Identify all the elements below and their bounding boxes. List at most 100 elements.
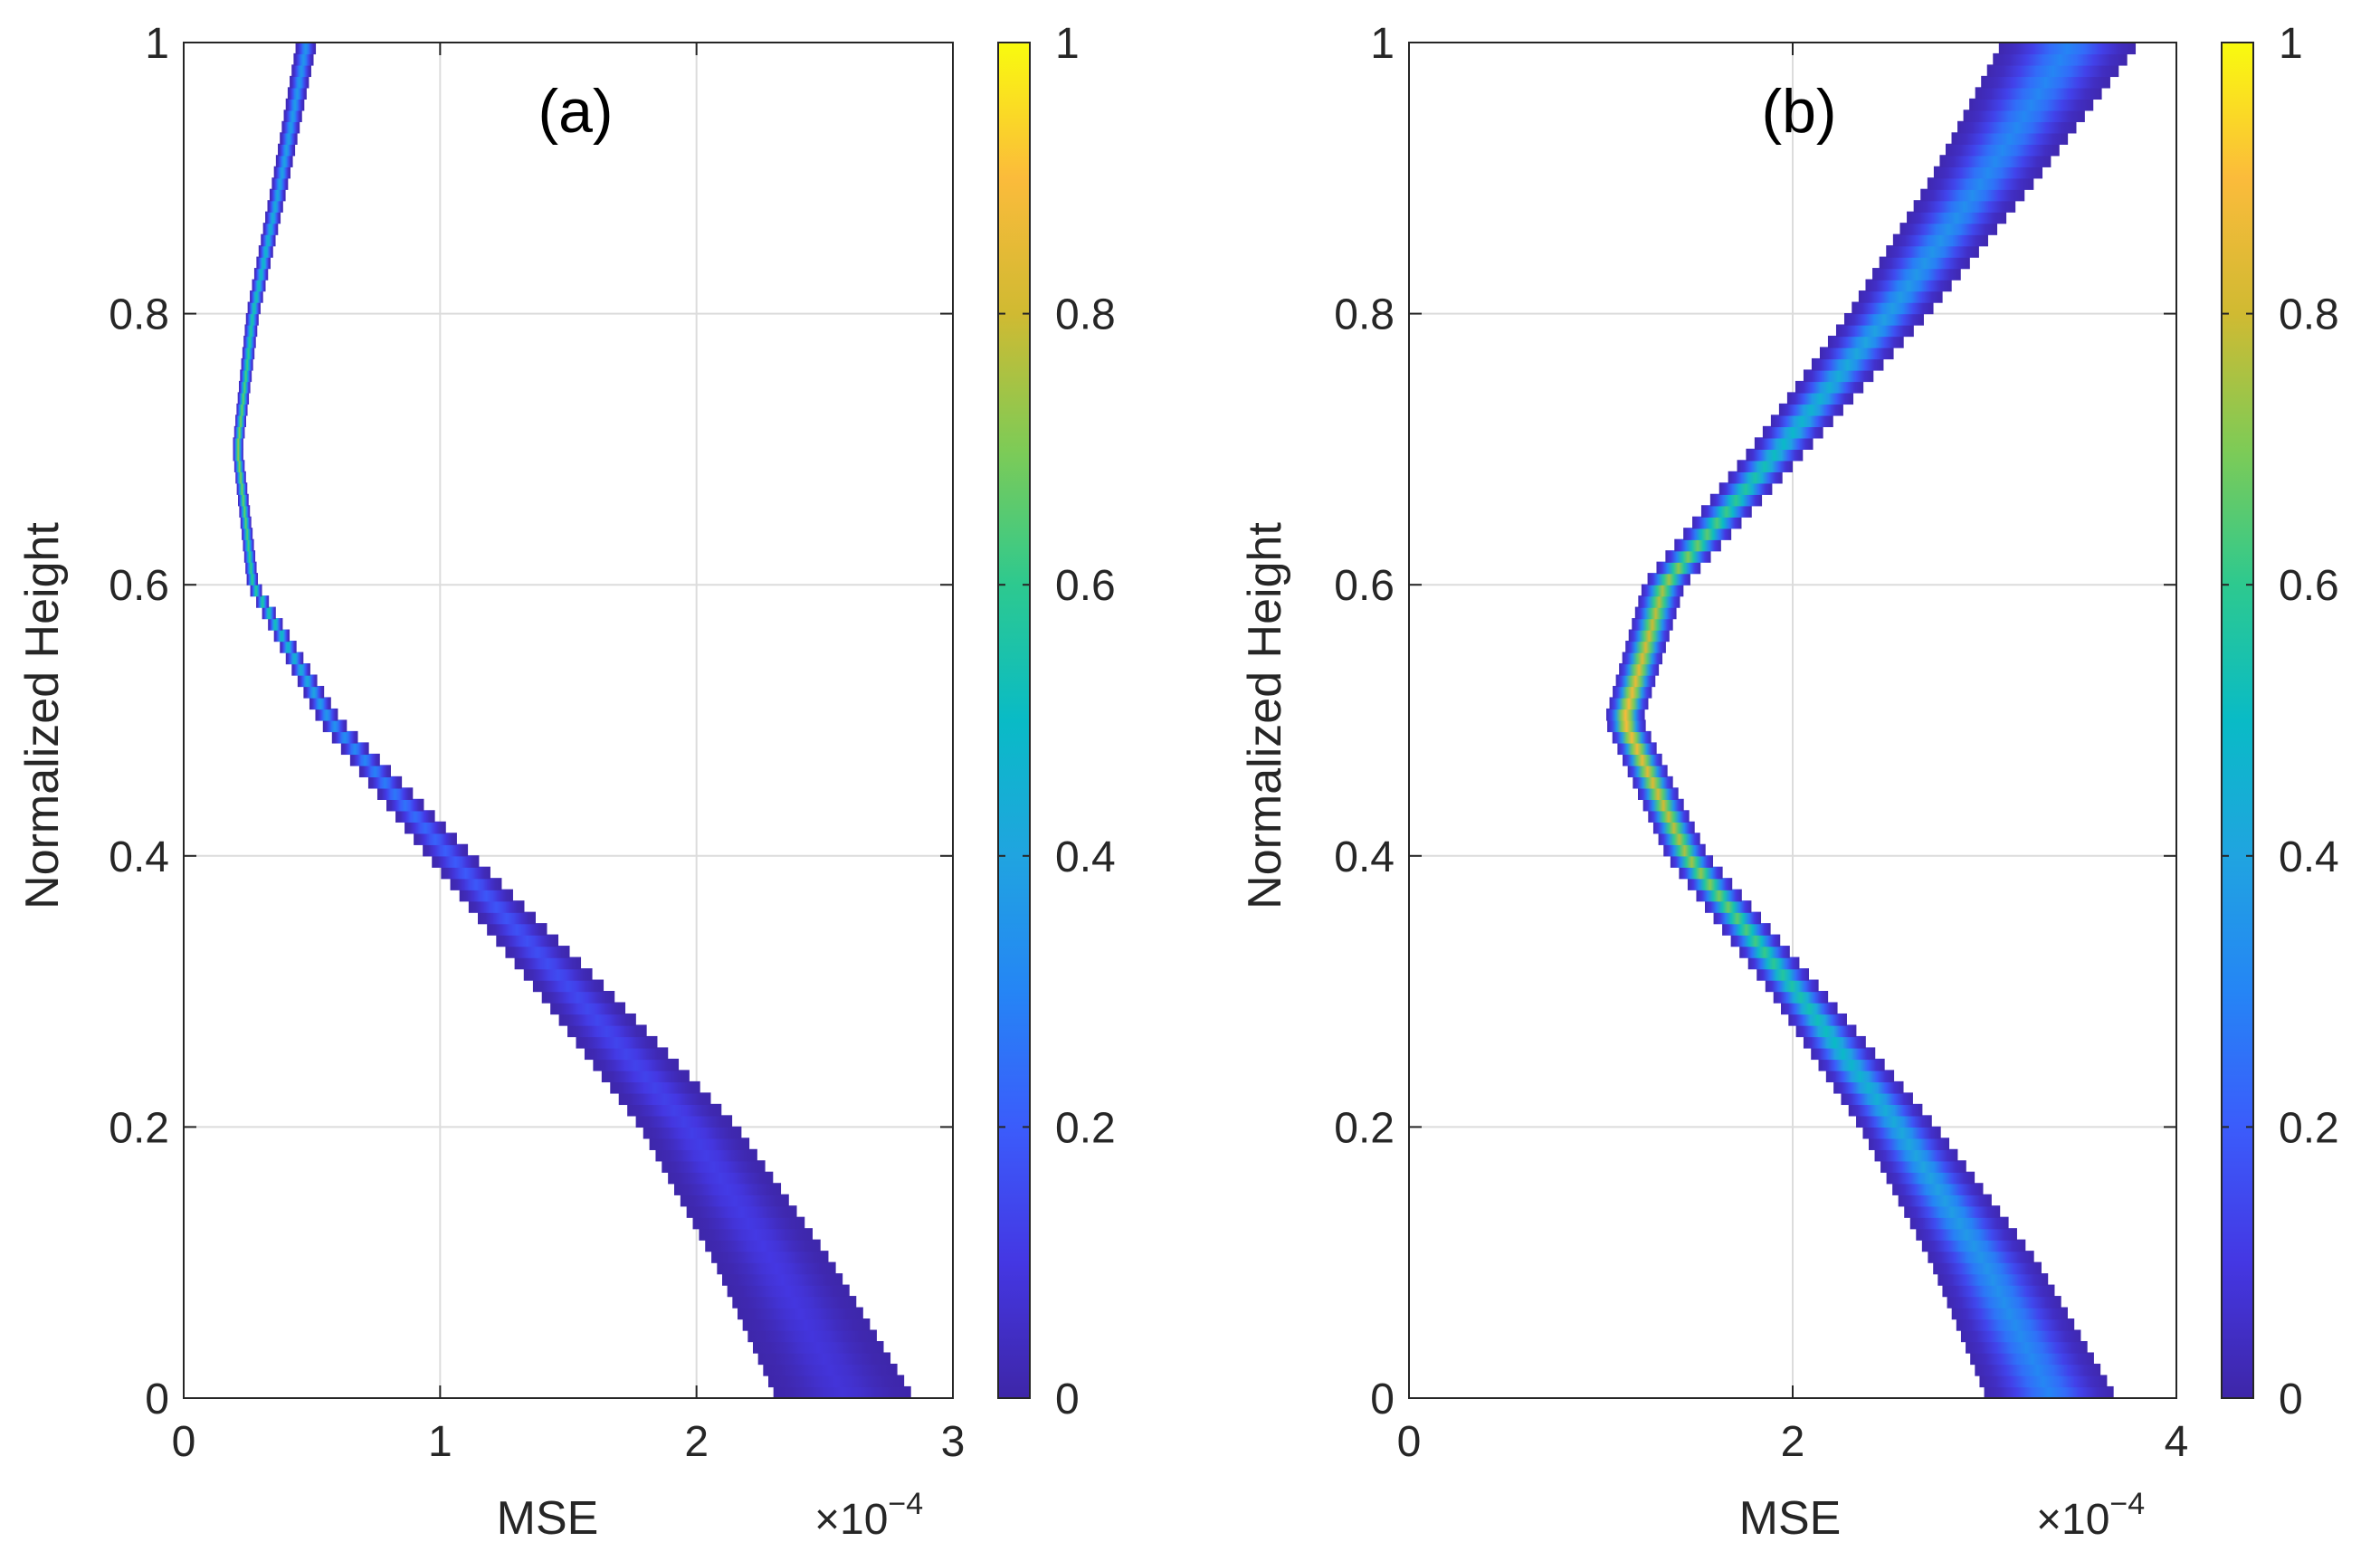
colorbar-tick-label: 0.8 [2279,291,2339,339]
band-strip [290,75,309,89]
band-strip [738,1307,863,1320]
band-strip [233,448,243,462]
band-strip [649,1137,750,1150]
band-strip [1803,369,1874,383]
band-strip [331,730,358,744]
band-strip [459,889,513,902]
band-strip [1984,1385,2114,1399]
band-strip [1778,403,1843,416]
band-strip [1642,798,1684,812]
band-strip [1606,708,1645,721]
x-multiplier-base-a: ×10 [814,1496,888,1544]
band-strip [262,606,276,620]
y-tick-label: 0 [1370,1375,1395,1423]
band-strip [303,685,325,699]
band-strip [1638,595,1680,608]
band-strip [541,991,615,1004]
band-strip [686,1205,797,1218]
band-strip [1739,946,1790,958]
colorbar-tick-label: 0.6 [2279,562,2339,610]
grid-a [183,42,954,1399]
band-strip [1619,662,1660,676]
band-strip [610,1080,700,1094]
band-strip [242,528,253,540]
band-strip [753,1340,884,1354]
band-strip [243,550,256,563]
band-strip [233,460,245,472]
band-strip [256,595,270,608]
band-strip [309,697,331,710]
band-strip [283,109,302,122]
band-strip [576,1035,658,1049]
band-strip [256,256,271,270]
band-strip [1803,1035,1866,1049]
band-strip [275,155,293,167]
band-strip [1986,64,2119,78]
band-strip [1633,776,1673,789]
band-strip [450,878,502,890]
band-strip [1625,641,1666,653]
band-strip [1756,968,1810,981]
band-strip [1622,652,1663,665]
band-strip [273,166,291,179]
x-multiplier-a: ×10−4 [814,1487,923,1544]
band-strip [1916,1228,2017,1241]
band-strip [246,573,259,585]
band-strip [1969,98,2094,111]
band-strip [1658,833,1700,845]
band-strip [550,1002,626,1015]
band-strip [1879,256,1970,270]
band-strip [358,765,391,778]
band-strip [281,120,300,134]
band-strip [1956,1318,2075,1331]
x-tick-label: 0 [1397,1418,1422,1466]
band-strip [742,1318,871,1331]
band-strip [240,516,252,529]
band-strip [1951,1307,2068,1320]
colorbar-tick-label: 1 [1055,20,1080,68]
band-strip [1617,742,1657,756]
band-strip [1960,1329,2081,1343]
band-strip [1615,674,1656,688]
band-strip [1872,268,1961,281]
band-strip [258,245,273,258]
band-strip [1862,1126,1941,1139]
band-strip [699,1228,813,1241]
band-strip [1762,425,1823,439]
band-strip [291,662,310,676]
band-strip [643,1126,742,1139]
band-strip [692,1216,805,1230]
y-tick-label: 0.2 [109,1104,169,1152]
band-strip [1981,75,2110,89]
x-axis-title-b: MSE [1739,1492,1842,1545]
band-strip [478,911,536,925]
colorbar-gradient [2222,43,2253,1398]
band-strip [441,866,490,880]
band-strip [1869,1137,1950,1150]
y-axis-title-b: Normalized Height [1239,522,1291,909]
band-strip [297,674,318,688]
colorbar-gradient [998,43,1030,1398]
band-strip [367,776,403,789]
band-strip [1692,516,1742,529]
band-strip [1679,866,1723,880]
x-tick-label: 1 [428,1418,452,1466]
band-strip [278,143,296,157]
band-strip [1933,166,2043,179]
band-strip [269,188,286,202]
band-strip [241,357,253,371]
band-strip [1945,143,2060,157]
band-strip [1754,437,1814,450]
band-strip [1609,697,1649,710]
band-strip [668,1171,774,1185]
band-strip [253,268,269,281]
band-strip [673,1183,782,1195]
y-tick-label: 0 [145,1375,169,1423]
band-strip [1975,87,2102,100]
band-strip [245,561,257,575]
x-multiplier-base-b: ×10 [2036,1496,2109,1544]
band-strip [1937,1273,2049,1286]
band-strip [768,1375,905,1388]
band-strip [1927,177,2034,190]
band-strip [1852,301,1934,315]
